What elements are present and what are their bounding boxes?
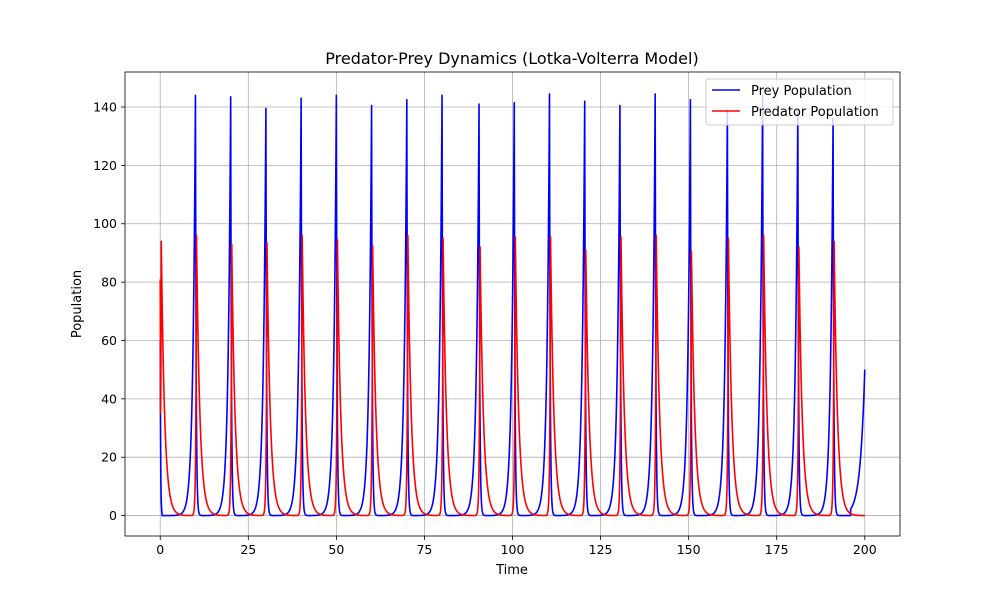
y-tick-label-3: 60 bbox=[101, 333, 117, 348]
x-tick-label-4: 100 bbox=[501, 542, 525, 557]
legend: Prey Population Predator Population bbox=[705, 78, 894, 126]
y-tick-label-6: 120 bbox=[93, 158, 117, 173]
x-tick-label-8: 200 bbox=[853, 542, 877, 557]
y-tick-label-1: 20 bbox=[101, 450, 117, 465]
legend-label-predator: Predator Population bbox=[751, 105, 879, 120]
x-tick-label-2: 50 bbox=[328, 542, 344, 557]
legend-label-prey: Prey Population bbox=[751, 84, 852, 99]
y-ticks: 0 20 40 60 80 100 120 140 bbox=[93, 100, 125, 523]
y-tick-label-4: 80 bbox=[101, 275, 117, 290]
series-line-predator bbox=[159, 234, 866, 517]
x-tick-label-5: 125 bbox=[589, 542, 613, 557]
y-tick-label-5: 100 bbox=[93, 216, 117, 231]
y-tick-label-2: 40 bbox=[101, 391, 117, 406]
y-axis-label: Population bbox=[70, 270, 85, 338]
legend-box bbox=[705, 78, 894, 126]
x-axis-label: Time bbox=[495, 563, 528, 578]
x-tick-label-3: 75 bbox=[416, 542, 432, 557]
x-tick-label-1: 25 bbox=[240, 542, 256, 557]
x-tick-label-7: 175 bbox=[765, 542, 789, 557]
plot-lines bbox=[159, 93, 866, 517]
chart-title: Predator-Prey Dynamics (Lotka-Volterra M… bbox=[325, 49, 698, 68]
y-tick-label-7: 140 bbox=[93, 100, 117, 115]
x-ticks: 0 25 50 75 100 125 150 175 200 bbox=[156, 536, 877, 557]
x-tick-label-0: 0 bbox=[156, 542, 164, 557]
x-tick-label-6: 150 bbox=[677, 542, 701, 557]
y-tick-label-0: 0 bbox=[109, 508, 117, 523]
